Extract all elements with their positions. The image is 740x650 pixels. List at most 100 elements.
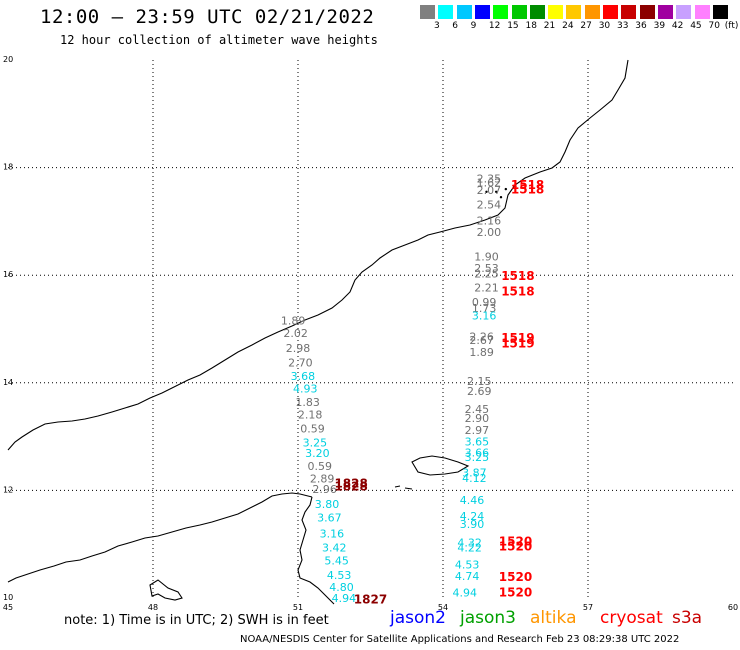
wave-height-value: 1.62	[477, 176, 502, 189]
pass-time-label: 1518	[501, 285, 534, 299]
pass-time-label: 1520	[499, 534, 532, 548]
socotra-island	[411, 455, 470, 476]
legend-label: 33	[617, 21, 629, 31]
graticule	[8, 60, 733, 598]
wave-height-value: 3.87	[462, 466, 487, 479]
track-dot	[499, 195, 503, 199]
wave-height-value: 3.16	[320, 528, 345, 541]
wave-height-value: 2.16	[477, 215, 502, 228]
wave-height-value: 2.67	[469, 334, 494, 347]
x-tick-label: 48	[148, 603, 158, 612]
legend-swatch	[657, 5, 673, 19]
satellite-jason2: jason2	[390, 608, 446, 628]
legend-swatch	[493, 5, 509, 19]
horn-coastline	[297, 496, 335, 605]
wave-height-value: 2.69	[467, 385, 492, 398]
legend-swatch	[529, 5, 545, 19]
wave-height-value: 1.89	[281, 315, 306, 328]
wave-height-value: 3.25	[303, 436, 328, 449]
pass-time-labels: 1518151815181518151915191828182818271520…	[334, 178, 544, 606]
legend-swatch	[584, 5, 600, 19]
legend-label: 6	[452, 21, 459, 31]
wave-height-value: 2.21	[474, 281, 499, 294]
wave-height-value: 3.25	[465, 451, 490, 464]
wave-height-value: 2.25	[474, 267, 499, 280]
wave-height-value: 2.90	[465, 412, 490, 425]
credit-line: NOAA/NESDIS Center for Satellite Applica…	[240, 634, 680, 645]
wave-height-value: 1.73	[472, 302, 497, 315]
wave-height-value: 4.93	[293, 382, 318, 395]
wave-height-value: 2.97	[465, 424, 490, 437]
satellite-altika: altika	[530, 608, 577, 628]
y-tick-label: 18	[3, 163, 13, 172]
legend-swatch	[420, 5, 435, 19]
legend-swatch	[694, 5, 710, 19]
wave-height-value: 5.45	[324, 555, 349, 568]
wave-height-value: 3.68	[291, 370, 316, 383]
legend-label: 3	[434, 21, 440, 31]
legend-label: 36	[635, 21, 647, 31]
pass-time-label: 1518	[501, 269, 534, 283]
legend-swatch	[548, 5, 564, 19]
legend-label: 27	[580, 21, 592, 31]
track-dots	[485, 185, 517, 199]
wave-height-value: 2.15	[467, 375, 492, 388]
legend-swatch	[566, 5, 582, 19]
small-islands	[394, 485, 413, 490]
wave-height-value: 2.96	[312, 483, 337, 496]
coastline	[7, 59, 629, 605]
pass-time-label: 1518	[511, 178, 544, 192]
legend-swatch	[438, 5, 454, 19]
wave-height-value: 0.99	[472, 296, 497, 309]
legend-label: 9	[470, 21, 477, 31]
satellite-cryosat: cryosat	[600, 608, 663, 628]
pass-time-label: 1520	[499, 585, 532, 599]
axis-ticks: 45 48 51 54 57 60 10 12 14 16 18 20	[3, 55, 738, 612]
legend-swatch	[712, 5, 728, 19]
wave-height-value: 1.83	[295, 396, 320, 409]
legend-swatch	[511, 5, 527, 19]
wave-height-value: 3.90	[460, 518, 485, 531]
wave-height-value: 2.35	[477, 173, 502, 186]
wave-height-value: 4.12	[462, 472, 487, 485]
x-tick-label: 51	[293, 603, 303, 612]
x-tick-label: 57	[583, 603, 593, 612]
wave-height-value: 4.46	[460, 494, 485, 507]
pass-time-label: 1520	[499, 540, 532, 554]
footer-note: note: 1) Time is in UTC; 2) SWH is in fe…	[64, 613, 329, 628]
wave-height-value: 3.67	[317, 512, 342, 525]
legend-swatch	[474, 5, 490, 19]
legend-label: 70	[708, 21, 720, 31]
wave-height-value: 2.45	[465, 403, 490, 416]
pass-time-label: 1828	[334, 479, 367, 493]
wave-height-value: 2.89	[310, 472, 335, 485]
legend-swatch	[621, 5, 637, 19]
wave-height-value: 2.26	[469, 330, 494, 343]
chart-title: 12:00 — 23:59 UTC 02/21/2022	[40, 6, 375, 28]
legend-label: 21	[543, 21, 556, 31]
wave-height-value: 3.80	[315, 498, 340, 511]
wave-height-value: 2.53	[474, 262, 499, 275]
wave-height-value: 2.02	[283, 327, 308, 340]
x-tick-label: 45	[3, 603, 13, 612]
wave-height-value: 2.98	[286, 342, 311, 355]
legend-swatch	[603, 5, 618, 19]
wave-height-value: 1.89	[469, 346, 494, 359]
y-tick-label: 20	[3, 55, 13, 64]
legend-swatch	[676, 5, 692, 19]
x-tick-label: 54	[438, 603, 448, 612]
wave-height-value: 3.42	[322, 542, 347, 555]
wave-height-value: 2.70	[288, 357, 313, 370]
wave-height-value: 4.32	[457, 536, 482, 549]
arabian-coastline	[7, 59, 629, 451]
wave-height-value: 4.74	[455, 570, 480, 583]
wave-height-value: 0.59	[300, 422, 325, 435]
pass-time-label: 1520	[499, 570, 532, 584]
y-tick-label: 10	[3, 593, 13, 602]
y-tick-label: 14	[3, 378, 13, 387]
legend-label: 39	[653, 21, 666, 31]
y-tick-label: 12	[3, 485, 13, 494]
pass-time-label: 1519	[501, 336, 534, 350]
y-tick-label: 16	[3, 270, 13, 279]
